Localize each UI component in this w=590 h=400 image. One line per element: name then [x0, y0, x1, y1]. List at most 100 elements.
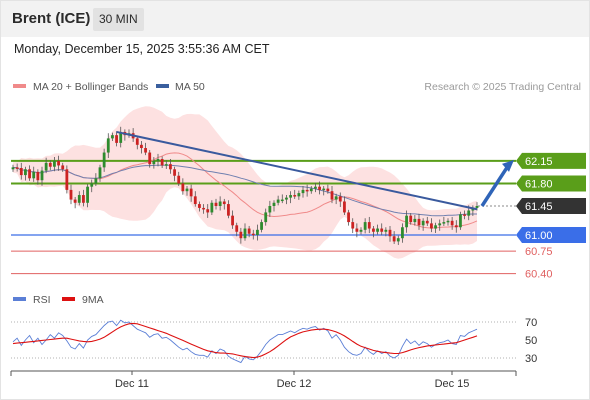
- rsi-panel: 70 50 30: [11, 317, 537, 365]
- rsi-tick-0: 70: [525, 317, 537, 329]
- candle-body: [193, 196, 197, 205]
- forecast-arrowhead: [502, 159, 514, 172]
- candle-body: [15, 167, 19, 169]
- candle-body: [330, 191, 334, 200]
- candle-body: [343, 201, 346, 213]
- candle-body: [446, 220, 450, 223]
- x-tick-label-1: Dec 12: [277, 378, 312, 390]
- ma20-legend-swatch: [13, 84, 26, 88]
- timeframe-selector[interactable]: 30 MIN: [93, 8, 144, 31]
- candle-body: [73, 199, 77, 203]
- candle-body: [239, 231, 243, 239]
- rsi-legend: RSI 9MA: [13, 294, 104, 306]
- candle-body: [309, 188, 313, 192]
- candle-body: [185, 188, 189, 192]
- candle-body: [334, 196, 338, 200]
- candle-body: [94, 178, 98, 184]
- price-tag-label-4: 60.75: [525, 246, 553, 258]
- price-tag-label-2: 61.45: [525, 201, 553, 213]
- price-tag-3: [516, 226, 586, 243]
- candle-body: [467, 210, 471, 216]
- candle-body: [69, 189, 73, 200]
- ma50-legend-swatch: [156, 84, 169, 88]
- candle-body: [19, 168, 23, 176]
- candle-body: [214, 202, 218, 206]
- candle-body: [442, 222, 446, 224]
- candle-body: [280, 199, 284, 202]
- chart-legend: MA 20 + Bollinger Bands MA 50 Research ©…: [13, 81, 581, 93]
- ma50-line: [12, 164, 477, 217]
- price-tag-label-1: 61.80: [525, 178, 553, 190]
- candle-body: [401, 227, 404, 239]
- candle-body: [272, 202, 276, 206]
- candle-body: [256, 229, 259, 235]
- candle-body: [181, 183, 185, 192]
- candle-body: [148, 152, 152, 165]
- candle-body: [409, 215, 413, 223]
- candle-body: [285, 197, 288, 200]
- candle-body: [222, 201, 226, 205]
- candle-body: [111, 135, 114, 139]
- rsi-ma9-line: [12, 322, 478, 359]
- candle-body: [210, 202, 214, 213]
- chart-datetime: Monday, December 15, 2025 3:55:36 AM CET: [14, 42, 270, 56]
- candle-body: [189, 188, 193, 197]
- candle-body: [135, 138, 139, 145]
- candle-body: [119, 131, 123, 143]
- candle-body: [24, 169, 27, 176]
- time-axis: Dec 11 Dec 12 Dec 15: [10, 370, 517, 390]
- candle-body: [90, 183, 94, 187]
- candle-body: [305, 189, 309, 192]
- price-tag-label-3: 61.00: [525, 230, 553, 242]
- title-bar: Brent (ICE) 30 MIN: [1, 1, 589, 37]
- candle-body: [206, 209, 210, 213]
- rsi-legend-swatch: [13, 297, 26, 301]
- ma50-legend-label: MA 50: [175, 81, 205, 93]
- candle-body: [380, 228, 384, 232]
- candle-body: [363, 222, 367, 230]
- candle-body: [413, 218, 417, 223]
- candle-body: [338, 196, 342, 202]
- candle-body: [322, 188, 326, 191]
- candle-body: [276, 199, 280, 203]
- candle-body: [235, 225, 239, 232]
- candle-body: [430, 223, 433, 229]
- candle-body: [251, 233, 255, 236]
- candle-body: [44, 162, 48, 171]
- candle-body: [86, 186, 89, 203]
- candle-body: [376, 228, 379, 232]
- candle-body: [434, 225, 437, 229]
- trendline: [116, 130, 478, 211]
- candle-body: [396, 238, 400, 242]
- candle-body: [243, 228, 247, 239]
- candle-body: [144, 148, 147, 153]
- rsi-tick-2: 30: [525, 353, 537, 365]
- candle-body: [65, 169, 69, 190]
- candle-body: [61, 165, 65, 170]
- price-panel: 62.15 61.80 61.45 61.00 60.75 60.40: [11, 106, 586, 281]
- price-tag-0: [516, 152, 586, 169]
- candle-body: [115, 135, 118, 143]
- candle-body: [231, 215, 234, 226]
- candle-body: [164, 164, 168, 166]
- candle-body: [77, 195, 81, 203]
- candle-body: [326, 188, 330, 192]
- candle-body: [36, 171, 40, 181]
- candle-body: [314, 186, 317, 189]
- candle-body: [355, 228, 359, 232]
- candle-body: [454, 225, 458, 228]
- candle-body: [218, 201, 222, 206]
- candle-body: [82, 195, 85, 203]
- candle-body: [463, 214, 466, 216]
- price-tag-label-0: 62.15: [525, 156, 553, 168]
- candle-body: [417, 218, 421, 226]
- candle-body: [227, 204, 230, 216]
- candle-body: [173, 169, 176, 176]
- candle-body: [48, 162, 52, 167]
- candle-body: [359, 229, 363, 232]
- ma9-legend-swatch: [62, 297, 75, 301]
- candle-body: [202, 207, 205, 210]
- candle-body: [372, 228, 375, 232]
- candle-body: [160, 158, 164, 166]
